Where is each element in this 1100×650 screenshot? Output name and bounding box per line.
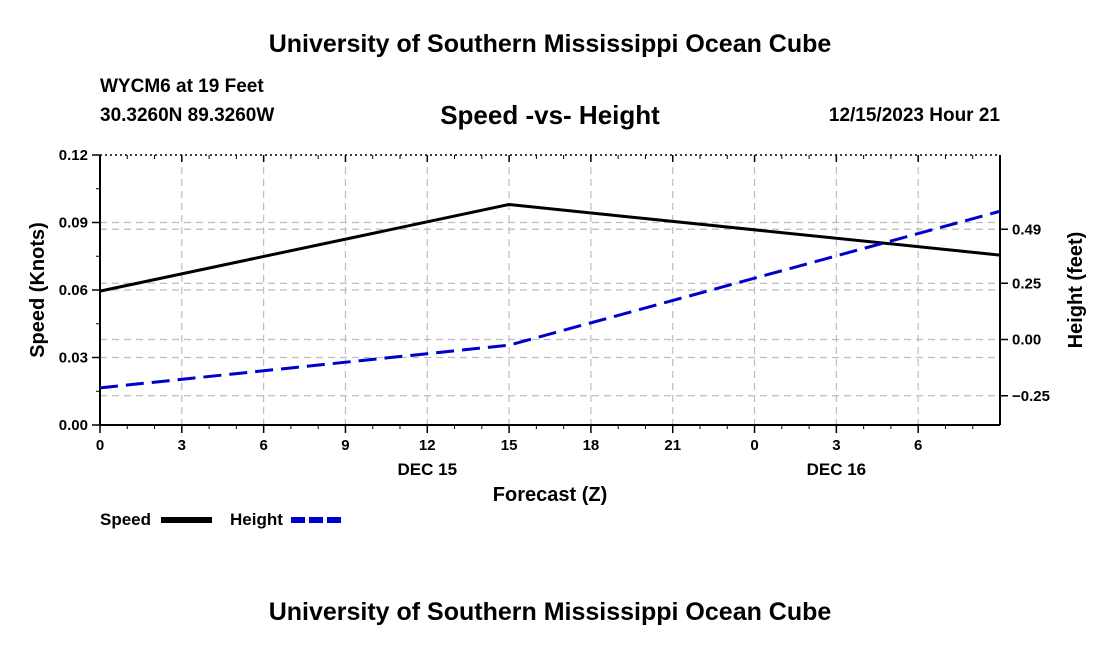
timestamp-label: 12/15/2023 Hour 21 xyxy=(828,105,1000,126)
y-tick-label: 0.06 xyxy=(59,282,88,299)
x-tick-label: 3 xyxy=(832,437,840,454)
x-tick-label: 15 xyxy=(501,437,518,454)
axis-labels: 0 3 6 9 12 15 18 21 0 3 6 DEC 15 DEC 16 0.00 0.03 0.06 0… xyxy=(27,147,1087,506)
x-tick-label: 0 xyxy=(750,437,758,454)
coordinates-label: 30.3260N 89.3260W xyxy=(100,105,275,126)
y2-tick-label: −0.25 xyxy=(1012,388,1050,405)
series-line-speed xyxy=(99,203,1001,293)
y2-tick-label: 0.49 xyxy=(1012,221,1041,238)
series-line-height xyxy=(99,209,1001,390)
legend-label-speed: Speed xyxy=(100,510,151,529)
legend-label-height: Height xyxy=(230,510,283,529)
axes xyxy=(92,154,1008,433)
x-axis-title: Forecast (Z) xyxy=(493,484,607,506)
chart-title: Speed -vs- Height xyxy=(440,100,660,130)
y2-axis-title: Height (feet) xyxy=(1065,232,1087,349)
x-tick-label: 6 xyxy=(914,437,922,454)
y-tick-label: 0.00 xyxy=(59,417,88,434)
y-tick-label: 0.03 xyxy=(59,350,88,367)
x-tick-label: 0 xyxy=(96,437,104,454)
date-label: DEC 16 xyxy=(807,460,867,479)
y-tick-label: 0.09 xyxy=(59,215,88,232)
y2-tick-label: 0.00 xyxy=(1012,332,1041,349)
x-tick-label: 3 xyxy=(178,437,186,454)
x-tick-label: 12 xyxy=(419,437,436,454)
y-axis-title: Speed (Knots) xyxy=(27,222,49,358)
date-label: DEC 15 xyxy=(398,460,458,479)
x-tick-label: 21 xyxy=(664,437,681,454)
y-tick-label: 0.12 xyxy=(59,147,88,164)
legend: Speed Height xyxy=(100,510,342,529)
main-title: University of Southern Mississippi Ocean… xyxy=(268,30,832,58)
grid xyxy=(100,155,1000,425)
y2-tick-label: 0.25 xyxy=(1012,275,1041,292)
footer-title: University of Southern Mississippi Ocean… xyxy=(268,598,832,626)
x-tick-label: 6 xyxy=(259,437,267,454)
station-label: WYCM6 at 19 Feet xyxy=(100,76,264,97)
x-tick-label: 9 xyxy=(341,437,349,454)
x-tick-label: 18 xyxy=(583,437,600,454)
series xyxy=(99,203,1001,390)
